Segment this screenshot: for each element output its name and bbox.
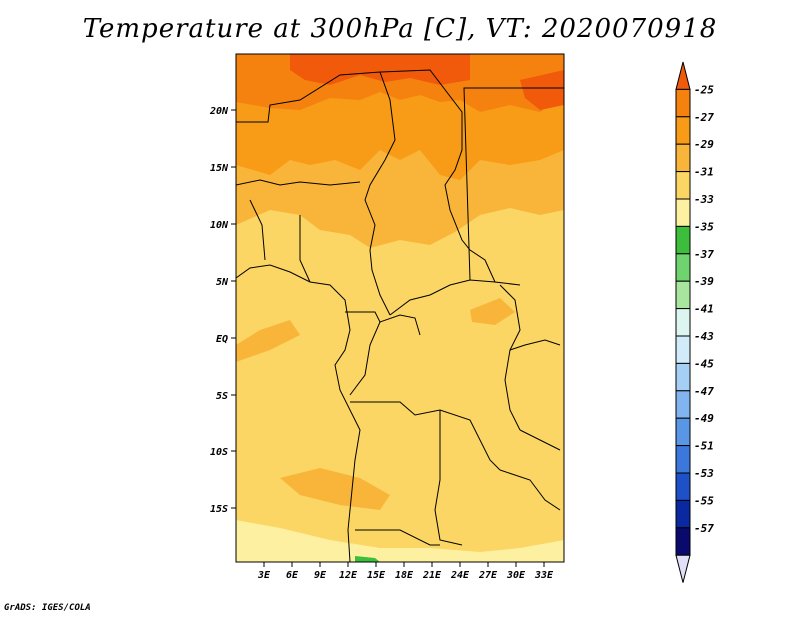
country-boundaries	[236, 69, 564, 562]
field-patch-31-east	[470, 298, 515, 325]
field-patch-31-south	[280, 468, 390, 510]
field-band-25-east	[520, 70, 564, 110]
temperature-field	[236, 54, 564, 562]
colorbar-swatch	[675, 472, 691, 501]
chart-title: Temperature at 300hPa [C], VT: 202007091…	[82, 14, 718, 44]
credit-text: GrADS: IGES/COLA	[4, 603, 91, 613]
lat-label: 5N	[216, 277, 229, 288]
colorbar-swatch	[675, 171, 691, 200]
colorbar-swatch	[675, 499, 691, 529]
field-band-35	[236, 520, 564, 562]
lon-label: 33E	[534, 570, 554, 581]
colorbar-label: -51	[694, 440, 714, 453]
colorbar-swatch	[675, 143, 691, 173]
field-band-25-west	[290, 54, 470, 85]
lon-label: 6E	[286, 570, 299, 581]
lat-label: 10S	[210, 447, 228, 458]
colorbar-swatch	[675, 253, 691, 282]
latitude-axis: 20N 15N 10N 5N EQ 5S 10S 15S	[209, 106, 236, 515]
colorbar-swatch	[675, 225, 691, 255]
lat-label: 5S	[216, 391, 228, 402]
colorbar-swatch	[675, 308, 691, 337]
colorbar-swatch	[675, 445, 691, 474]
colorbar-label: -33	[694, 193, 714, 206]
colorbar-swatch	[675, 527, 691, 556]
colorbar-label: -37	[694, 248, 714, 261]
lon-label: 24E	[450, 570, 470, 581]
colorbar-label: -29	[694, 138, 714, 151]
colorbar-swatch	[675, 116, 691, 145]
colorbar-label: -53	[694, 467, 714, 480]
colorbar-label: -35	[694, 220, 714, 233]
colorbar-swatch	[675, 390, 691, 419]
colorbar-label: -57	[694, 522, 714, 535]
colorbar-swatch	[675, 280, 691, 310]
longitude-axis: 3E 6E 9E 12E 15E 18E 21E 24E 27E 30E 33E	[257, 562, 554, 581]
lat-label: 20N	[209, 106, 229, 117]
colorbar-label: -27	[694, 111, 714, 124]
lon-label: 15E	[367, 570, 386, 581]
colorbar-label: -45	[694, 357, 714, 370]
map-frame	[235, 53, 565, 563]
colorbar-label: -25	[694, 83, 714, 96]
colorbar-label: -49	[694, 412, 714, 425]
lat-label: 10N	[210, 220, 229, 231]
colorbar-label: -43	[694, 330, 714, 343]
lon-label: 12E	[339, 570, 358, 581]
field-band-37	[355, 556, 380, 562]
lon-label: 27E	[478, 570, 498, 581]
field-patch-31-eq	[236, 320, 300, 362]
colorbar-label: -41	[694, 303, 714, 316]
colorbar-swatch	[675, 88, 691, 118]
lat-label: EQ	[216, 334, 228, 345]
lat-label: 15S	[210, 504, 228, 515]
colorbar-swatch	[675, 198, 691, 227]
colorbar-swatch	[675, 417, 691, 447]
colorbar-label: -31	[694, 166, 714, 179]
lat-label: 15N	[210, 163, 229, 174]
lon-label: 9E	[314, 570, 327, 581]
colorbar-label: -55	[694, 494, 714, 507]
colorbar: -25 -27 -29 -31 -33 -35 -37 -39 -41 -43 -45 -47 -49 -…	[675, 61, 714, 583]
colorbar-arrow-bottom	[675, 554, 691, 583]
lon-label: 3E	[257, 570, 271, 581]
colorbar-swatch	[675, 362, 691, 392]
lon-label: 18E	[395, 570, 414, 581]
colorbar-arrow-top	[675, 61, 691, 90]
colorbar-swatch	[675, 335, 691, 364]
lon-label: 30E	[506, 570, 526, 581]
colorbar-label: -39	[694, 275, 714, 288]
lon-label: 21E	[422, 570, 442, 581]
colorbar-label: -47	[694, 385, 714, 398]
